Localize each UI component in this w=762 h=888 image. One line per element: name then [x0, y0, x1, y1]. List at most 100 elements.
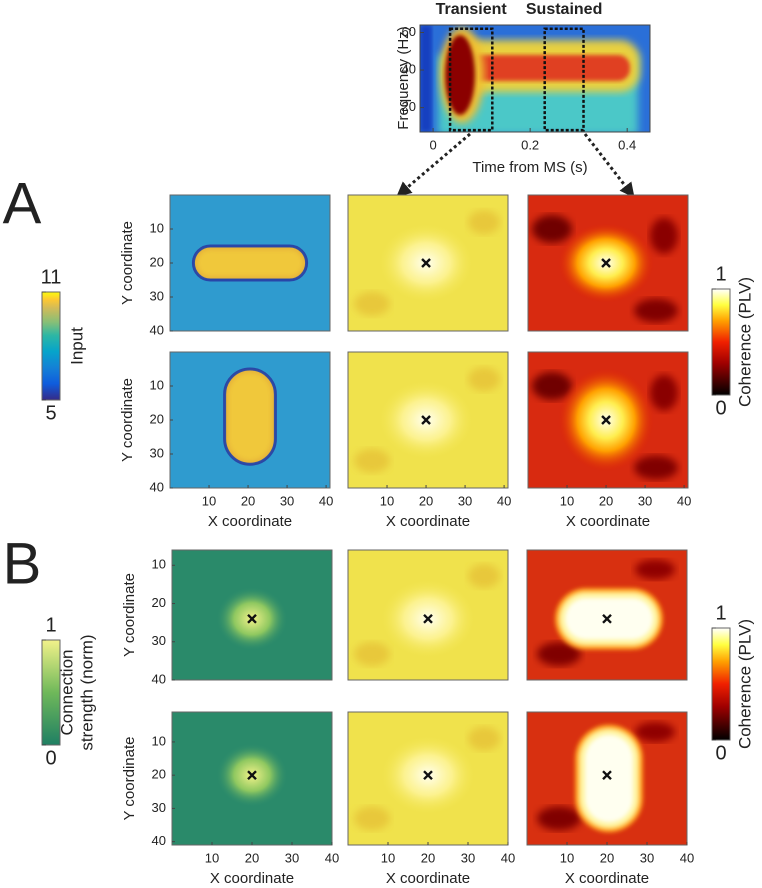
heatmap-region [634, 455, 678, 480]
center-marker [601, 415, 611, 425]
heatmap-region [468, 564, 500, 588]
x-tick-label: 20 [245, 850, 259, 865]
colorbar-label: Connection [57, 649, 76, 735]
y-tick-label: 60 [402, 24, 416, 39]
heatmap-region [354, 642, 390, 666]
center-marker [423, 770, 433, 781]
y-tick-label: 20 [152, 767, 166, 782]
heatmap [348, 195, 508, 331]
colorbar [41, 291, 61, 401]
colorbar-label: Coherence (PLV) [735, 619, 754, 749]
x-axis-label: X coordinate [566, 513, 650, 530]
y-axis-label: Y coordinate [121, 737, 138, 821]
colorbar-tick-label: 0 [45, 747, 56, 769]
spectrogram-xlabel: Time from MS (s) [472, 159, 587, 176]
x-tick-label: 30 [458, 493, 472, 508]
heatmap-region [468, 367, 500, 392]
heatmap [348, 352, 508, 488]
heatmap-region [537, 642, 581, 666]
heatmap-frame [347, 351, 509, 489]
heatmap-frame [171, 549, 333, 681]
x-tick-label: 20 [599, 493, 613, 508]
y-tick-label: 20 [402, 99, 416, 114]
x-tick-label: 30 [461, 850, 475, 865]
heatmap-frame [347, 194, 509, 332]
x-tick-label: 10 [560, 493, 574, 508]
center-marker [601, 258, 611, 268]
x-tick-label: 0.4 [618, 137, 636, 152]
x-axis-label: X coordinate [208, 513, 292, 530]
y-axis-label: Y coordinate [119, 378, 136, 462]
x-tick-label: 40 [501, 850, 515, 865]
x-tick-label: 40 [680, 850, 694, 865]
x-tick-label: 0 [429, 137, 436, 152]
panel-label: A [3, 171, 42, 236]
colorbar-tick-label: 0 [715, 742, 726, 764]
heatmap [348, 550, 508, 680]
center-marker [421, 415, 431, 425]
y-tick-label: 10 [152, 733, 166, 748]
heatmap-region [354, 806, 390, 831]
x-tick-label: 10 [380, 493, 394, 508]
heatmap [527, 712, 687, 845]
center-marker [247, 770, 257, 781]
arrow [396, 132, 471, 197]
heatmap [528, 352, 688, 488]
colorbar-tick-label: 1 [715, 263, 726, 285]
x-tick-label: 40 [325, 850, 339, 865]
x-tick-label: 20 [421, 850, 435, 865]
heatmap-region [468, 726, 500, 751]
x-tick-label: 30 [280, 493, 294, 508]
heatmap [170, 195, 330, 331]
y-tick-label: 20 [150, 254, 164, 269]
colorbar-label: strength (norm) [77, 634, 96, 750]
colorbar-tick-label: 5 [45, 402, 56, 424]
heatmap [528, 195, 688, 331]
y-tick-label: 10 [150, 377, 164, 392]
center-marker [247, 613, 257, 624]
heatmap-region [468, 210, 500, 235]
y-axis-label: Y coordinate [119, 221, 136, 305]
heatmap-region [650, 217, 678, 254]
x-tick-label: 10 [381, 850, 395, 865]
colorbar [711, 288, 731, 396]
heatmap-region [635, 559, 675, 580]
heatmap-region [532, 215, 572, 243]
colorbar [711, 627, 731, 741]
x-tick-label: 10 [202, 493, 216, 508]
x-tick-label: 10 [205, 850, 219, 865]
heatmap [172, 712, 332, 845]
y-axis-label: Y coordinate [121, 573, 138, 657]
heatmap-frame [526, 549, 688, 681]
heatmap-region [354, 291, 390, 316]
window-label: Sustained [526, 1, 602, 18]
colorbar [41, 639, 61, 746]
x-axis-label: X coordinate [386, 513, 470, 530]
y-tick-label: 30 [152, 633, 166, 648]
x-tick-label: 0.2 [521, 137, 539, 152]
center-marker [602, 613, 612, 624]
x-axis-label: X coordinate [386, 870, 470, 887]
heatmap-region [197, 250, 303, 276]
heatmap [348, 712, 508, 845]
x-tick-label: 30 [638, 493, 652, 508]
center-marker [423, 613, 433, 624]
heatmap-frame [527, 194, 689, 332]
time-window [448, 27, 494, 132]
heatmap-region [635, 721, 675, 742]
y-tick-label: 40 [152, 833, 166, 848]
x-tick-label: 20 [600, 850, 614, 865]
x-tick-label: 40 [497, 493, 511, 508]
x-tick-label: 20 [419, 493, 433, 508]
x-tick-label: 40 [319, 493, 333, 508]
spectrogram-image [420, 25, 650, 132]
heatmap-region [532, 372, 572, 400]
colorbar-tick-label: 1 [715, 602, 726, 624]
y-tick-label: 20 [150, 411, 164, 426]
x-tick-label: 20 [241, 493, 255, 508]
arrow [583, 133, 635, 198]
heatmap-region [354, 448, 390, 473]
y-tick-label: 30 [152, 800, 166, 815]
colorbar-tick-label: 1 [45, 614, 56, 636]
